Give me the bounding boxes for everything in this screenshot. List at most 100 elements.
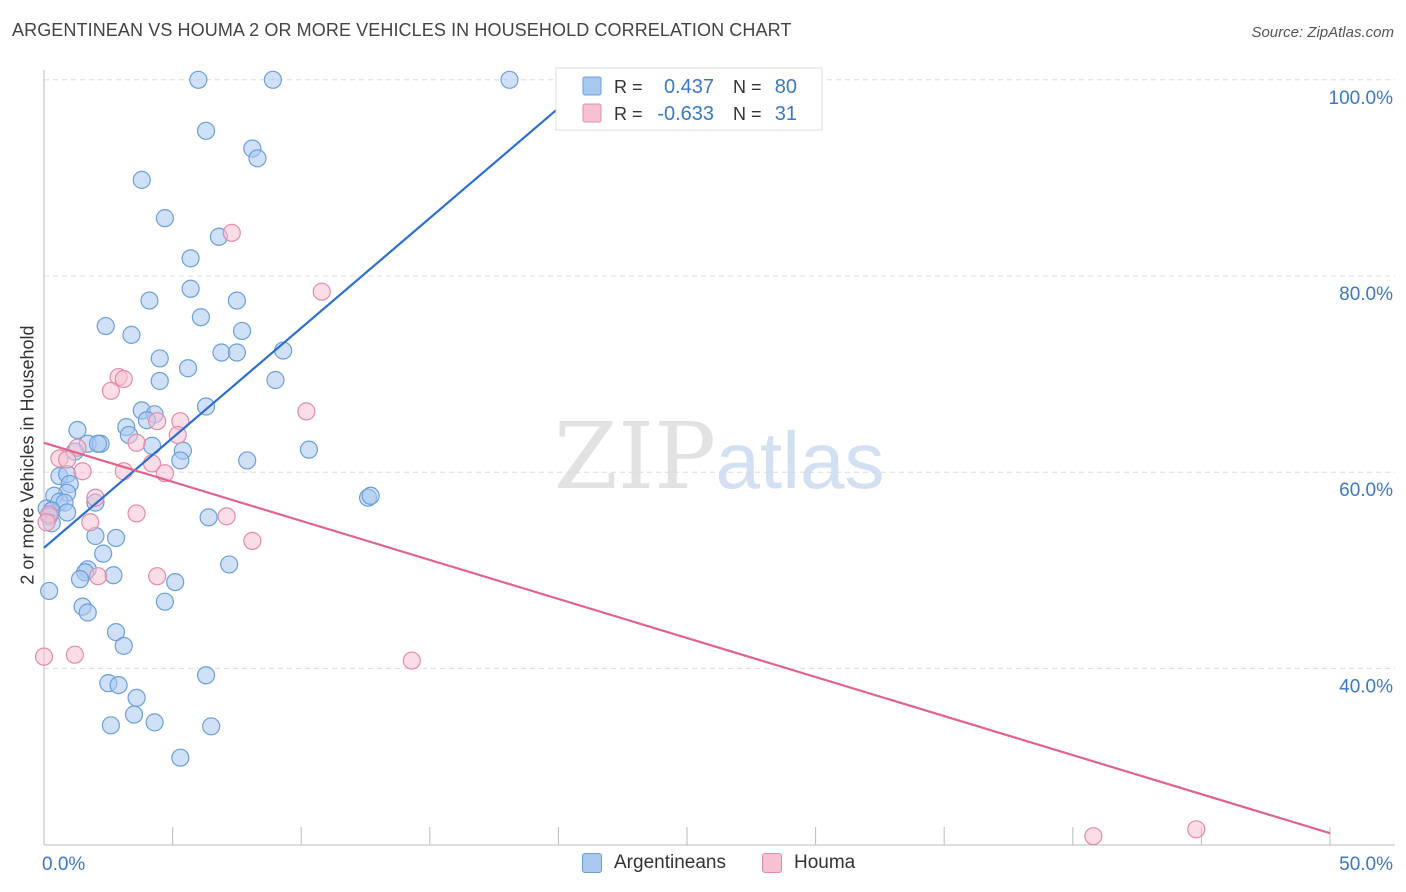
argentineans-point-62[interactable] <box>220 555 239 574</box>
stats-r-value-1: -0.633 <box>657 103 714 125</box>
argentineans-point-58[interactable] <box>94 544 113 563</box>
argentineans-point-23[interactable] <box>266 370 285 390</box>
argentineans-point-51[interactable] <box>58 503 77 522</box>
argentineans-point-14[interactable] <box>96 316 115 336</box>
y-tick-label-3: 100.0% <box>1329 88 1394 109</box>
x-tick-label-max: 50.0% <box>1339 854 1393 875</box>
houma-point-30[interactable] <box>37 513 56 532</box>
argentineans-point-33[interactable] <box>88 434 108 453</box>
houma-point-8[interactable] <box>127 433 146 452</box>
argentineans-point-63[interactable] <box>70 570 90 589</box>
argentineans-point-79[interactable] <box>171 748 190 767</box>
houma-point-27[interactable] <box>402 651 421 670</box>
argentineans-point-0[interactable] <box>189 70 208 89</box>
argentineans-point-53[interactable] <box>199 508 218 527</box>
houma-point-23[interactable] <box>88 567 108 586</box>
argentineans-point-1[interactable] <box>263 70 283 89</box>
houma-point-0[interactable] <box>222 223 241 242</box>
houma-point-5[interactable] <box>297 402 316 421</box>
houma-point-3[interactable] <box>114 369 133 389</box>
houma-point-1[interactable] <box>312 282 331 301</box>
legend-swatch-houma <box>762 853 782 873</box>
argentineans-point-77[interactable] <box>145 713 164 732</box>
argentineans-point-55[interactable] <box>361 486 380 505</box>
argentineans-point-16[interactable] <box>232 321 252 341</box>
stats-r-value-0: 0.437 <box>664 76 714 98</box>
argentineans-point-12[interactable] <box>227 291 246 310</box>
stats-n-label-0: N = <box>733 77 762 97</box>
argentineans-point-13[interactable] <box>191 308 210 327</box>
argentineans-point-74[interactable] <box>127 688 146 707</box>
x-tick-labels: 0.0% 50.0% <box>42 854 1393 875</box>
argentineans-point-68[interactable] <box>155 592 174 611</box>
argentineans-point-6[interactable] <box>132 170 151 189</box>
argentineans-point-38[interactable] <box>238 451 257 470</box>
y-tick-label-0: 40.0% <box>1339 676 1393 697</box>
houma-point-28[interactable] <box>1084 827 1103 846</box>
argentineans-point-37[interactable] <box>171 451 190 470</box>
argentineans-point-20[interactable] <box>150 349 169 368</box>
legend-item-argentineans[interactable]: Argentineans <box>582 852 726 874</box>
argentineans-point-67[interactable] <box>78 603 97 622</box>
legend-item-houma[interactable]: Houma <box>762 852 855 874</box>
argentineans-point-76[interactable] <box>101 716 120 735</box>
argentineans-point-10[interactable] <box>181 279 200 298</box>
stats-n-label-1: N = <box>733 104 762 124</box>
houma-point-12[interactable] <box>58 450 77 469</box>
watermark-atlas: atlas <box>716 416 885 505</box>
houma-point-29[interactable] <box>1187 820 1206 839</box>
argentineans-point-71[interactable] <box>196 666 216 685</box>
argentineans-point-69[interactable] <box>106 623 126 642</box>
houma-point-18[interactable] <box>127 504 146 523</box>
houma-point-22[interactable] <box>243 531 262 550</box>
argentineans-point-65[interactable] <box>40 581 59 601</box>
houma-point-24[interactable] <box>148 567 167 586</box>
argentineans-point-2[interactable] <box>500 70 519 89</box>
axes <box>43 70 1395 846</box>
houma-point-26[interactable] <box>65 645 84 664</box>
argentineans-point-5[interactable] <box>248 149 267 168</box>
argentineans-point-39[interactable] <box>299 440 319 459</box>
houma-point-20[interactable] <box>217 507 236 526</box>
argentineans-point-9[interactable] <box>181 249 200 268</box>
y-tick-label-2: 80.0% <box>1339 284 1393 305</box>
argentineans-point-61[interactable] <box>104 566 123 585</box>
houma-point-4[interactable] <box>101 381 120 400</box>
argentineans-point-15[interactable] <box>122 325 141 344</box>
source-label: Source: ZipAtlas.com <box>1251 24 1394 41</box>
y-tick-label-1: 60.0% <box>1339 480 1393 501</box>
argentineans-point-19[interactable] <box>227 343 246 362</box>
stats-legend: R = 0.437 N = 80 R = -0.633 N = 31 <box>555 67 823 131</box>
houma-points <box>34 223 1206 846</box>
chart-title: ARGENTINEAN VS HOUMA 2 OR MORE VEHICLES … <box>12 20 792 40</box>
series-legend: Argentineans Houma <box>0 852 1406 880</box>
argentineans-point-57[interactable] <box>106 528 126 548</box>
argentineans-point-18[interactable] <box>212 343 231 362</box>
argentineans-point-22[interactable] <box>150 371 169 391</box>
legend-label-houma: Houma <box>794 852 856 873</box>
stats-n-value-0: 80 <box>775 76 797 98</box>
argentineans-point-21[interactable] <box>178 359 198 378</box>
argentineans-point-78[interactable] <box>202 717 221 736</box>
argentineans-point-70[interactable] <box>114 636 133 655</box>
x-tick-label-min: 0.0% <box>42 854 85 875</box>
argentineans-point-11[interactable] <box>140 291 159 310</box>
houma-point-25[interactable] <box>34 647 54 666</box>
houma-point-21[interactable] <box>81 513 100 532</box>
argentineans-point-29[interactable] <box>68 420 87 440</box>
argentineans-point-24[interactable] <box>196 397 216 416</box>
y-tick-labels: 40.0% 60.0% 80.0% 100.0% <box>1329 88 1394 698</box>
argentineans-point-7[interactable] <box>155 209 174 228</box>
legend-swatch-argentineans <box>582 853 602 873</box>
stats-r-label-0: R = <box>614 77 643 97</box>
argentineans-point-75[interactable] <box>124 705 144 724</box>
argentineans-point-64[interactable] <box>166 572 185 592</box>
stats-swatch-0 <box>582 76 602 96</box>
stats-swatch-1 <box>582 103 602 123</box>
argentineans-point-73[interactable] <box>109 675 128 695</box>
argentineans-point-3[interactable] <box>196 121 216 140</box>
argentineans-trend-line <box>43 98 570 549</box>
houma-point-14[interactable] <box>73 462 92 481</box>
houma-trend-line <box>43 441 1331 835</box>
houma-point-6[interactable] <box>148 412 167 431</box>
